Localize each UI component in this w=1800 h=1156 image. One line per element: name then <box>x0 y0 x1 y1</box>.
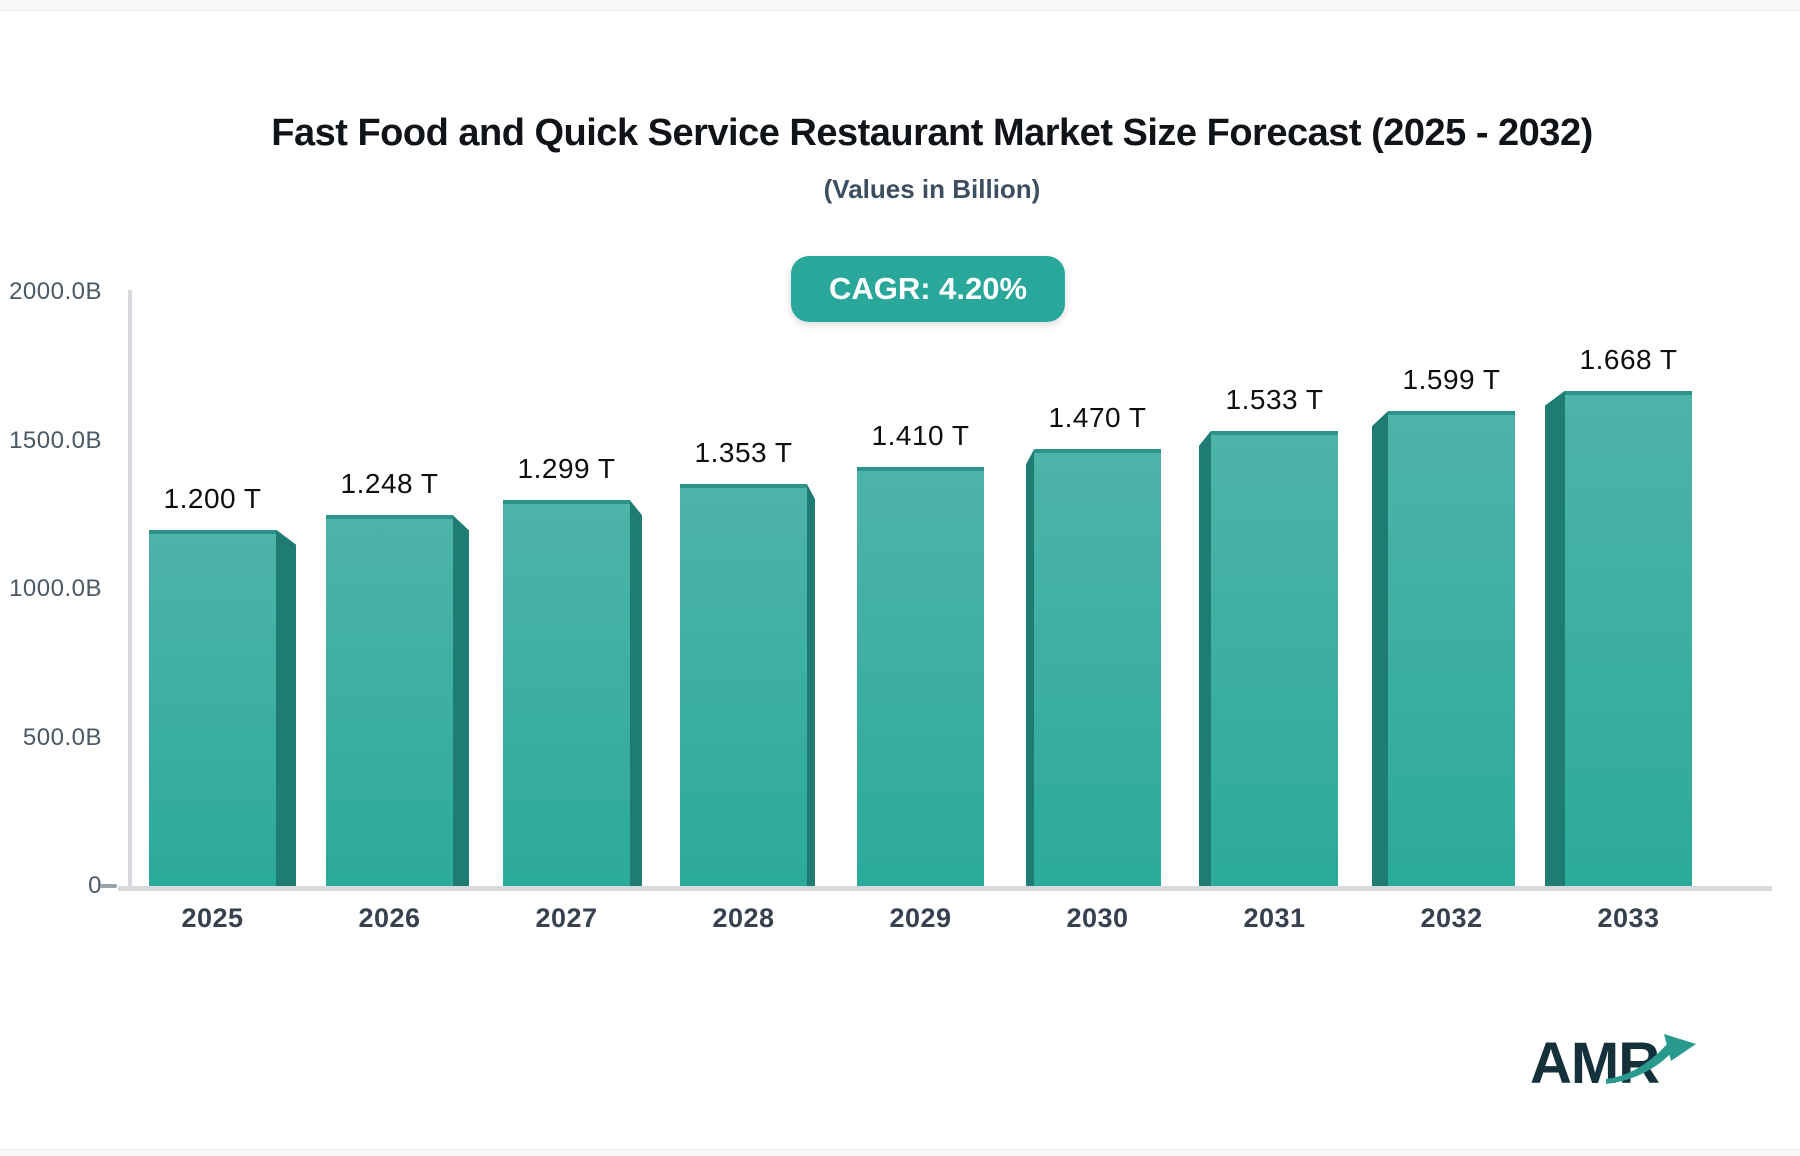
bottom-edge-strip <box>0 1149 1800 1156</box>
amr-logo: AMR <box>1530 1030 1710 1110</box>
x-axis-label-2025: 2025 <box>181 903 244 933</box>
bar-side-face <box>453 515 469 886</box>
x-axis-label-2027: 2027 <box>535 903 598 933</box>
bar-value-label: 1.533 T <box>1225 383 1324 415</box>
bar-side-face <box>1372 411 1388 886</box>
bar-value-label: 1.299 T <box>517 453 616 485</box>
bar-value-label: 1.668 T <box>1579 343 1678 375</box>
amr-logo-text: AMR <box>1530 1031 1660 1096</box>
bar-2025[interactable] <box>149 529 276 886</box>
bar-value-label: 1.410 T <box>871 420 970 452</box>
bar-value-label: 1.353 T <box>694 437 793 469</box>
bar-2027[interactable] <box>503 500 630 886</box>
bar-side-face <box>1199 430 1211 886</box>
y-axis-tick-label: 0 <box>88 872 102 899</box>
bar-side-face <box>276 529 296 886</box>
x-axis-label-2026: 2026 <box>358 903 421 933</box>
y-axis-tick-label: 1500.0B <box>9 426 102 454</box>
chart-subtitle: (Values in Billion) <box>823 174 1041 204</box>
y-axis-tick-label: 1000.0B <box>9 575 102 602</box>
x-axis-label-2030: 2030 <box>1066 903 1129 933</box>
bar-value-label: 1.248 T <box>340 468 439 500</box>
bar-value-label: 1.470 T <box>1048 402 1147 434</box>
bar-2030[interactable] <box>1034 449 1161 886</box>
y-axis-tick-label: 2000.0B <box>9 278 102 305</box>
bar-2029[interactable] <box>857 467 984 886</box>
x-axis-label-2033: 2033 <box>1597 903 1660 933</box>
x-axis-label-2032: 2032 <box>1420 903 1483 933</box>
x-axis-label-2031: 2031 <box>1243 903 1306 933</box>
cagr-badge: CAGR: 4.20% <box>790 256 1066 322</box>
bar-2033[interactable] <box>1565 390 1692 886</box>
x-axis-line <box>118 886 1772 891</box>
bar-side-face <box>1545 390 1565 886</box>
bar-2032[interactable] <box>1388 411 1515 886</box>
top-edge-strip <box>0 0 1800 11</box>
bar-side-face <box>1026 449 1034 886</box>
x-axis-label-2029: 2029 <box>889 903 952 933</box>
bar-2028[interactable] <box>680 484 807 886</box>
y-axis-line <box>128 290 132 886</box>
bar-side-face <box>807 484 815 886</box>
bar-value-label: 1.599 T <box>1402 364 1501 396</box>
bar-side-face <box>630 500 642 886</box>
zero-tick-mark <box>100 884 117 888</box>
y-axis-tick-label: 500.0B <box>22 723 102 751</box>
chart-title: Fast Food and Quick Service Restaurant M… <box>271 112 1593 154</box>
bar-value-label: 1.200 T <box>163 482 262 514</box>
bar-2026[interactable] <box>326 515 453 886</box>
growth-arrow-icon <box>1606 1034 1696 1084</box>
x-axis-label-2028: 2028 <box>712 903 775 933</box>
bar-2031[interactable] <box>1211 430 1338 886</box>
